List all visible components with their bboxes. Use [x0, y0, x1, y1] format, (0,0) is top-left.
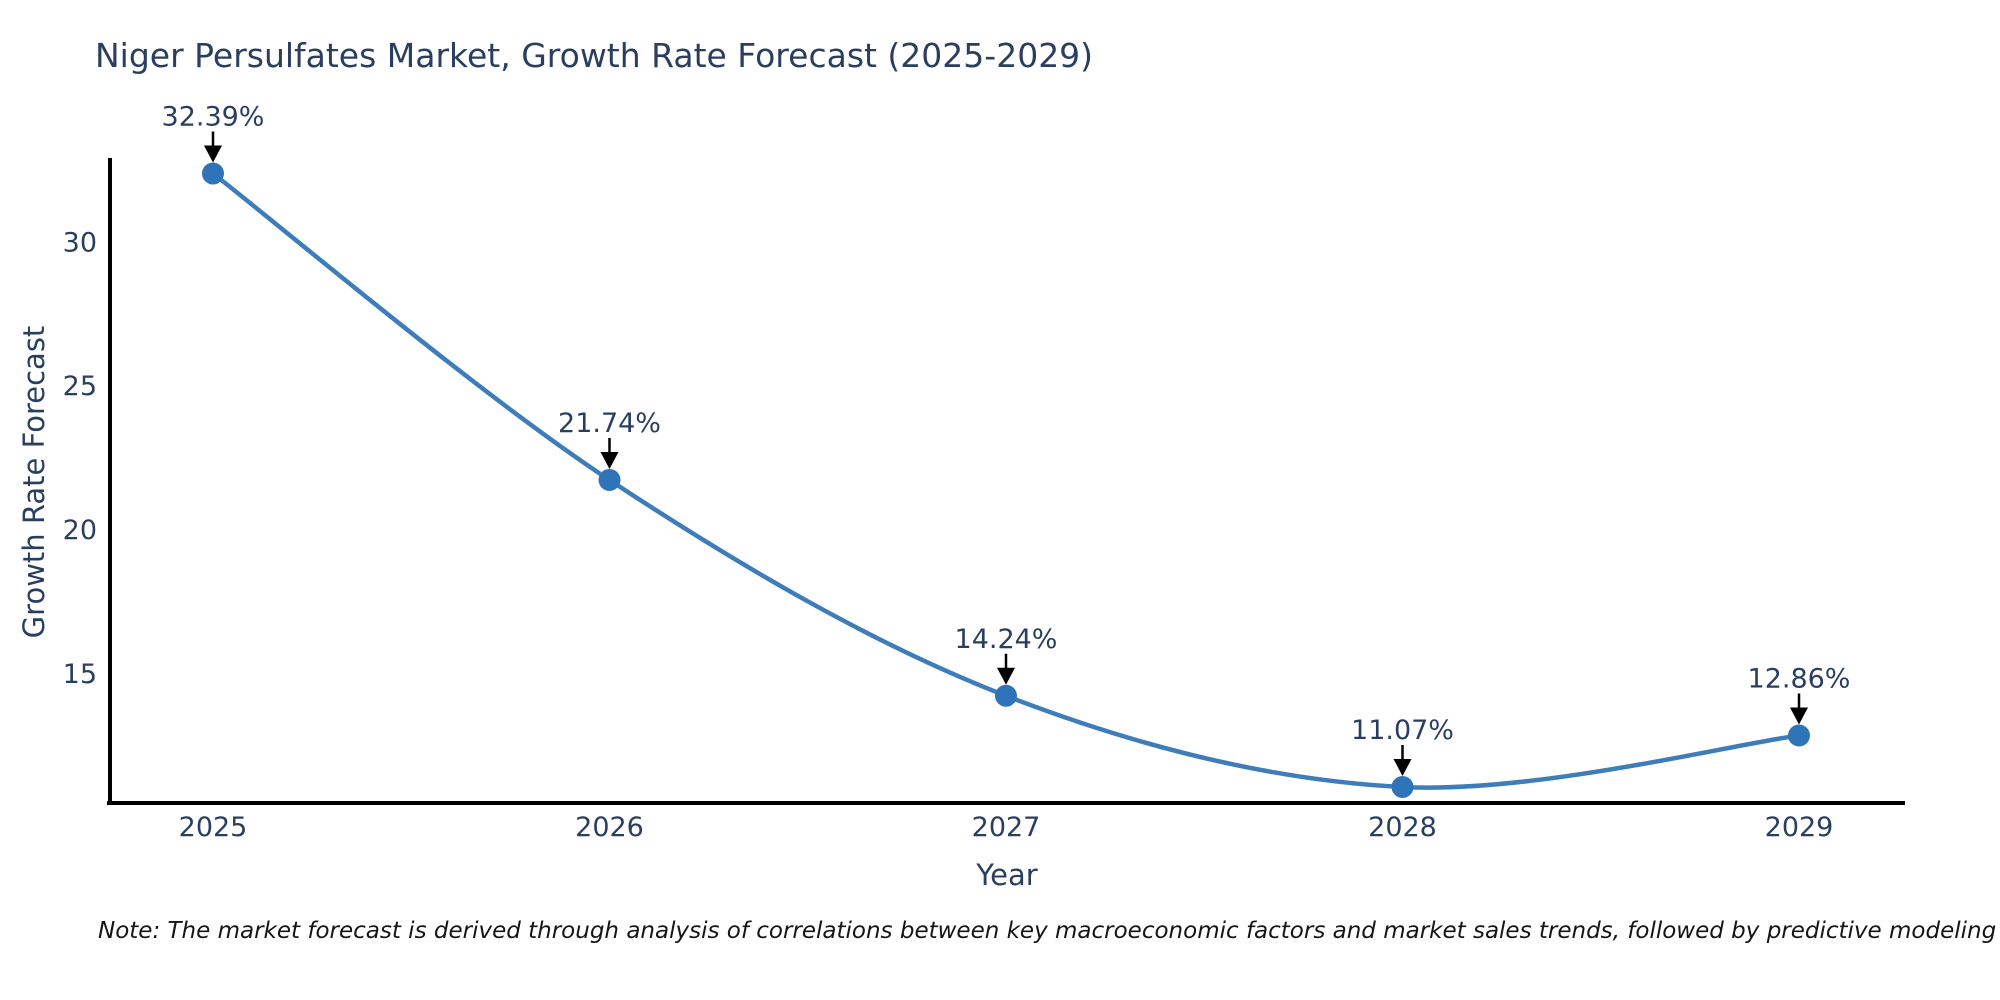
x-tick-label: 2025 — [179, 812, 248, 843]
chart-title: Niger Persulfates Market, Growth Rate Fo… — [95, 36, 1094, 75]
data-point-marker — [598, 468, 621, 491]
annotation-arrow-head — [1790, 707, 1808, 725]
x-tick-label: 2026 — [575, 812, 644, 843]
data-point-label: 32.39% — [162, 102, 265, 133]
y-axis-title: Growth Rate Forecast — [17, 325, 51, 639]
footnote: Note: The market forecast is derived thr… — [98, 918, 2000, 944]
data-point-label: 12.86% — [1748, 663, 1851, 694]
annotation-arrow-head — [1393, 758, 1412, 776]
x-tick-label: 2027 — [972, 812, 1041, 843]
x-axis-title: Year — [976, 858, 1038, 892]
annotation-arrow-head — [997, 667, 1015, 685]
data-point-marker — [1391, 775, 1414, 798]
x-tick-label: 2028 — [1368, 812, 1437, 843]
data-point-marker — [202, 162, 224, 185]
annotation-arrow-head — [600, 451, 619, 469]
data-point-marker — [995, 684, 1017, 707]
y-tick-label: 30 — [63, 227, 97, 258]
x-tick-label: 2029 — [1765, 812, 1834, 843]
annotation-arrow-head — [204, 145, 222, 163]
data-point-label: 11.07% — [1351, 715, 1454, 746]
y-tick-label: 25 — [63, 371, 97, 402]
data-point-marker — [1788, 724, 1810, 747]
data-point-label: 14.24% — [955, 624, 1058, 655]
y-tick-label: 15 — [63, 659, 97, 690]
y-tick-label: 20 — [63, 515, 97, 546]
data-point-label: 21.74% — [558, 408, 661, 439]
